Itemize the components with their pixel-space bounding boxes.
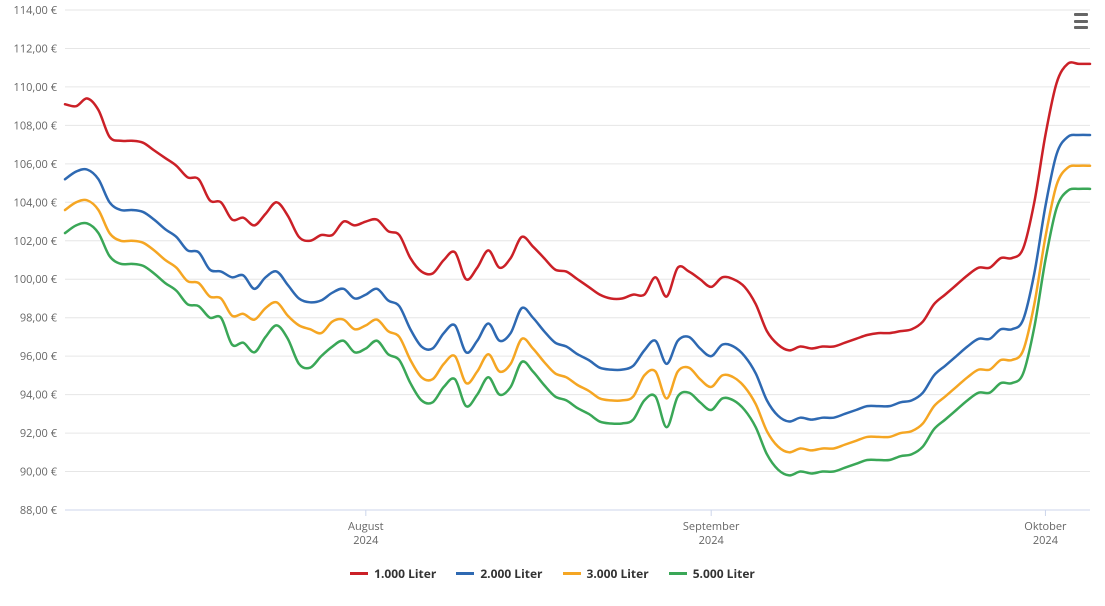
y-tick-label: 108,00 € xyxy=(14,118,58,133)
menu-bar-icon xyxy=(1074,13,1088,16)
menu-bar-icon xyxy=(1074,20,1088,23)
y-tick-label: 104,00 € xyxy=(14,195,58,210)
legend-item[interactable]: 1.000 Liter xyxy=(350,565,436,582)
legend-label: 5.000 Liter xyxy=(693,565,755,582)
y-tick-label: 114,00 € xyxy=(14,3,58,18)
menu-bar-icon xyxy=(1074,26,1088,29)
chart-menu-button[interactable] xyxy=(1069,10,1093,32)
x-tick-label: September xyxy=(683,519,740,534)
x-tick-label: August xyxy=(348,519,384,534)
y-tick-label: 92,00 € xyxy=(20,426,58,441)
y-tick-label: 94,00 € xyxy=(20,388,58,403)
x-tick-label: 2024 xyxy=(699,533,725,548)
y-tick-label: 102,00 € xyxy=(14,234,58,249)
chart-svg: 88,00 € 90,00 € 92,00 € 94,00 € 96,00 € 98,00… xyxy=(0,0,1105,602)
legend: 1.000 Liter 2.000 Liter 3.000 Liter 5.000 L… xyxy=(0,562,1105,582)
y-tick-label: 110,00 € xyxy=(14,80,58,95)
y-tick-label: 98,00 € xyxy=(20,311,58,326)
y-tick-label: 112,00 € xyxy=(14,41,58,56)
legend-swatch xyxy=(669,572,687,575)
legend-swatch xyxy=(456,572,474,575)
y-tick-label: 90,00 € xyxy=(20,465,58,480)
legend-item[interactable]: 5.000 Liter xyxy=(669,565,755,582)
y-tick-label: 96,00 € xyxy=(20,349,58,364)
y-tick-label: 106,00 € xyxy=(14,157,58,172)
x-tick-label: 2024 xyxy=(1033,533,1059,548)
y-tick-label: 88,00 € xyxy=(20,503,58,518)
chart-area: 88,00 € 90,00 € 92,00 € 94,00 € 96,00 € 98,00… xyxy=(0,0,1105,602)
legend-swatch xyxy=(563,572,581,575)
legend-label: 2.000 Liter xyxy=(480,565,542,582)
legend-label: 3.000 Liter xyxy=(587,565,649,582)
legend-item[interactable]: 2.000 Liter xyxy=(456,565,542,582)
y-tick-label: 100,00 € xyxy=(14,272,58,287)
x-tick-label: Oktober xyxy=(1024,519,1067,534)
legend-item[interactable]: 3.000 Liter xyxy=(563,565,649,582)
legend-label: 1.000 Liter xyxy=(374,565,436,582)
legend-swatch xyxy=(350,572,368,575)
x-tick-label: 2024 xyxy=(353,533,379,548)
